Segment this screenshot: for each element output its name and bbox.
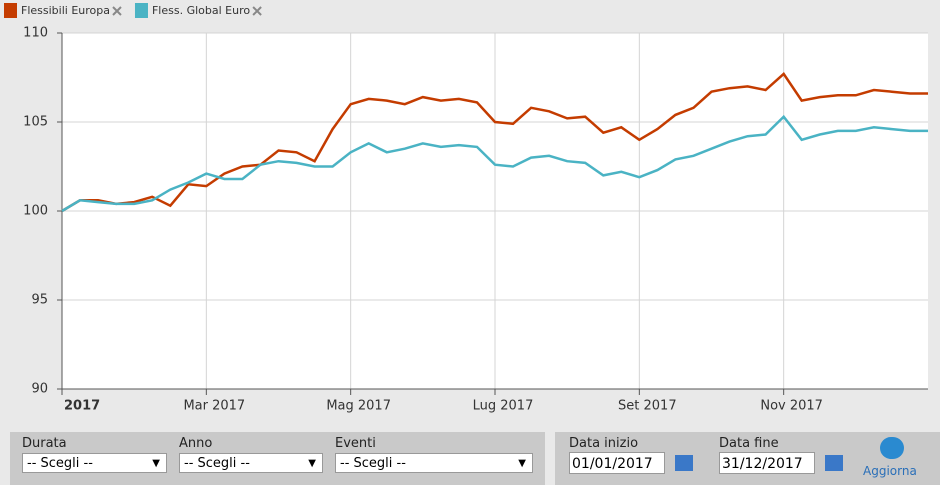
filter-label: Eventi xyxy=(335,436,376,451)
filter-label: Anno xyxy=(179,436,213,451)
y-tick-label: 105 xyxy=(23,115,48,130)
series-line xyxy=(61,114,928,213)
refresh-icon[interactable] xyxy=(880,437,904,459)
y-tick-label: 90 xyxy=(31,382,48,397)
filter-select[interactable]: -- Scegli -- ▼ xyxy=(179,453,323,473)
legend-remove[interactable] xyxy=(112,6,122,16)
legend-label: Fless. Global Euro xyxy=(152,4,250,17)
date-input[interactable]: 31/12/2017 xyxy=(719,452,815,474)
x-tick-label: Mag 2017 xyxy=(326,399,391,414)
date-input[interactable]: 01/01/2017 xyxy=(569,452,665,474)
legend-swatch xyxy=(134,3,148,18)
filter-select[interactable]: -- Scegli -- ▼ xyxy=(22,453,167,473)
series-line xyxy=(61,72,928,213)
chart: 90 95 100 105 110 2017 Mar 2017 Mag 2017 Lug 201… xyxy=(4,3,928,414)
legend-remove[interactable] xyxy=(252,6,262,16)
filter-label: Durata xyxy=(22,436,67,451)
calendar-button[interactable] xyxy=(825,455,843,471)
legend-remove-icon xyxy=(252,6,262,16)
dropdown-arrow: ▼ xyxy=(308,458,316,469)
x-tick-label: Set 2017 xyxy=(618,399,677,414)
x-tick-label: Lug 2017 xyxy=(473,399,534,414)
filter-select[interactable]: -- Scegli -- ▼ xyxy=(335,453,533,473)
y-tick-label: 110 xyxy=(23,26,48,41)
legend-remove-icon xyxy=(112,6,122,16)
y-tick-label: 100 xyxy=(23,204,48,219)
legend-swatch xyxy=(4,3,17,18)
x-tick-label: 2017 xyxy=(64,399,100,414)
x-tick-label: Nov 2017 xyxy=(760,399,823,414)
date-label: Data inizio xyxy=(569,436,639,451)
legend-label: Flessibili Europa xyxy=(21,4,110,17)
refresh-button[interactable]: Aggiorna xyxy=(863,464,917,478)
dropdown-arrow: ▼ xyxy=(518,458,526,469)
date-label: Data fine xyxy=(719,436,779,451)
y-tick-label: 95 xyxy=(31,293,48,308)
x-tick-label: Mar 2017 xyxy=(183,399,245,414)
calendar-button[interactable] xyxy=(675,455,693,471)
dropdown-arrow: ▼ xyxy=(152,458,160,469)
